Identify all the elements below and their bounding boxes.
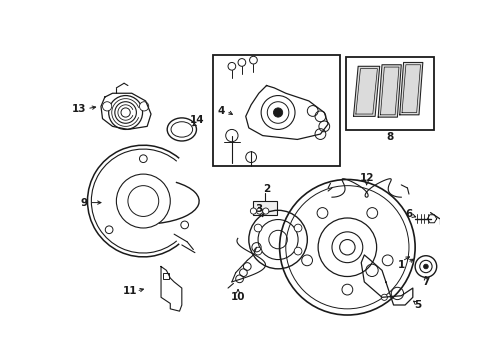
Circle shape (238, 59, 246, 66)
Circle shape (254, 247, 262, 255)
Text: 5: 5 (415, 300, 422, 310)
Circle shape (294, 224, 302, 232)
Polygon shape (378, 65, 401, 117)
Text: 14: 14 (190, 115, 204, 125)
Text: 12: 12 (359, 173, 374, 183)
Circle shape (140, 102, 149, 111)
Circle shape (273, 108, 283, 117)
Circle shape (249, 56, 257, 64)
Circle shape (294, 247, 302, 255)
Text: 11: 11 (123, 286, 138, 296)
Bar (213, 55, 340, 166)
Bar (346, 57, 435, 130)
Text: 10: 10 (231, 292, 245, 302)
Polygon shape (400, 62, 423, 115)
Text: 13: 13 (72, 104, 87, 114)
Text: 2: 2 (263, 184, 270, 194)
Circle shape (250, 208, 257, 214)
Bar (163, 273, 169, 279)
Circle shape (381, 294, 388, 300)
Circle shape (102, 102, 112, 111)
Polygon shape (354, 66, 380, 116)
Text: 1: 1 (398, 260, 405, 270)
Text: 9: 9 (80, 198, 88, 208)
Text: 8: 8 (387, 132, 394, 142)
Circle shape (263, 208, 269, 214)
Circle shape (254, 224, 262, 232)
Text: 7: 7 (422, 277, 430, 287)
Circle shape (423, 264, 428, 269)
Bar (253, 201, 276, 215)
Circle shape (257, 208, 263, 214)
Text: 6: 6 (405, 209, 413, 219)
Circle shape (228, 62, 236, 70)
Text: 3: 3 (255, 204, 263, 214)
Text: 4: 4 (218, 106, 225, 116)
